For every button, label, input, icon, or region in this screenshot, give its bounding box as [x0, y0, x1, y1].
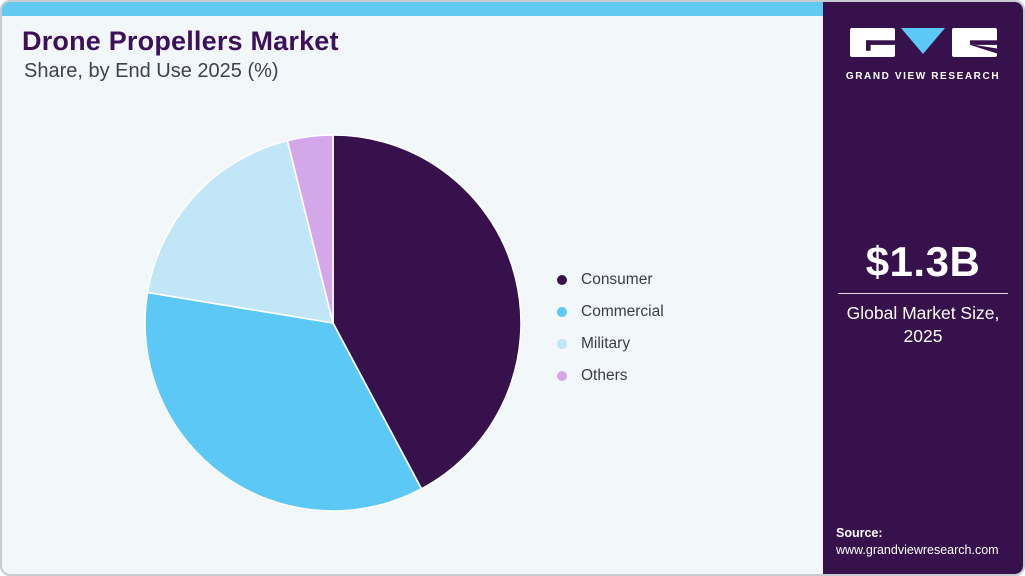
gvr-logo-text: GRAND VIEW RESEARCH: [845, 71, 1001, 82]
legend-item-consumer: Consumer: [557, 264, 664, 296]
market-size-block: $1.3B Global Market Size, 2025: [823, 238, 1023, 347]
page-title: Drone Propellers Market: [22, 26, 339, 56]
legend-item-military: Military: [557, 328, 664, 360]
legend-dot-icon: [557, 307, 567, 317]
pie-slice-consumer: [332, 134, 522, 490]
legend-dot-icon: [557, 371, 567, 381]
legend-item-others: Others: [557, 360, 664, 392]
gvr-logo-icon: [849, 28, 997, 57]
page-subtitle: Share, by End Use 2025 (%): [24, 60, 279, 82]
pie-slice-military: [146, 139, 334, 324]
pie-slice-others: [286, 134, 334, 324]
market-size-label-line1: Global Market Size,: [846, 303, 1000, 323]
legend-label: Military: [581, 335, 631, 352]
legend-dot-icon: [557, 339, 567, 349]
sidebar: GRAND VIEW RESEARCH $1.3B Global Market …: [823, 2, 1023, 574]
source-url[interactable]: www.grandviewresearch.com: [836, 543, 999, 557]
pie-slice-commercial: [144, 291, 423, 512]
pie-chart: [143, 133, 523, 513]
market-size-label: Global Market Size, 2025: [823, 302, 1023, 347]
market-size-value: $1.3B: [865, 238, 981, 285]
legend-label: Consumer: [581, 271, 653, 288]
pie-chart-svg: [144, 134, 522, 512]
legend-label: Others: [581, 367, 628, 384]
market-size-divider: [838, 293, 1008, 294]
source-block: Source: www.grandviewresearch.com: [836, 525, 999, 559]
legend-dot-icon: [557, 275, 567, 285]
legend: Consumer Commercial Military Others: [557, 264, 664, 392]
source-label: Source:: [836, 526, 883, 540]
gvr-logo: GRAND VIEW RESEARCH: [823, 28, 1023, 82]
legend-label: Commercial: [581, 303, 664, 320]
top-accent-bar: [2, 2, 823, 16]
legend-item-commercial: Commercial: [557, 296, 664, 328]
market-size-label-line2: 2025: [903, 325, 943, 346]
